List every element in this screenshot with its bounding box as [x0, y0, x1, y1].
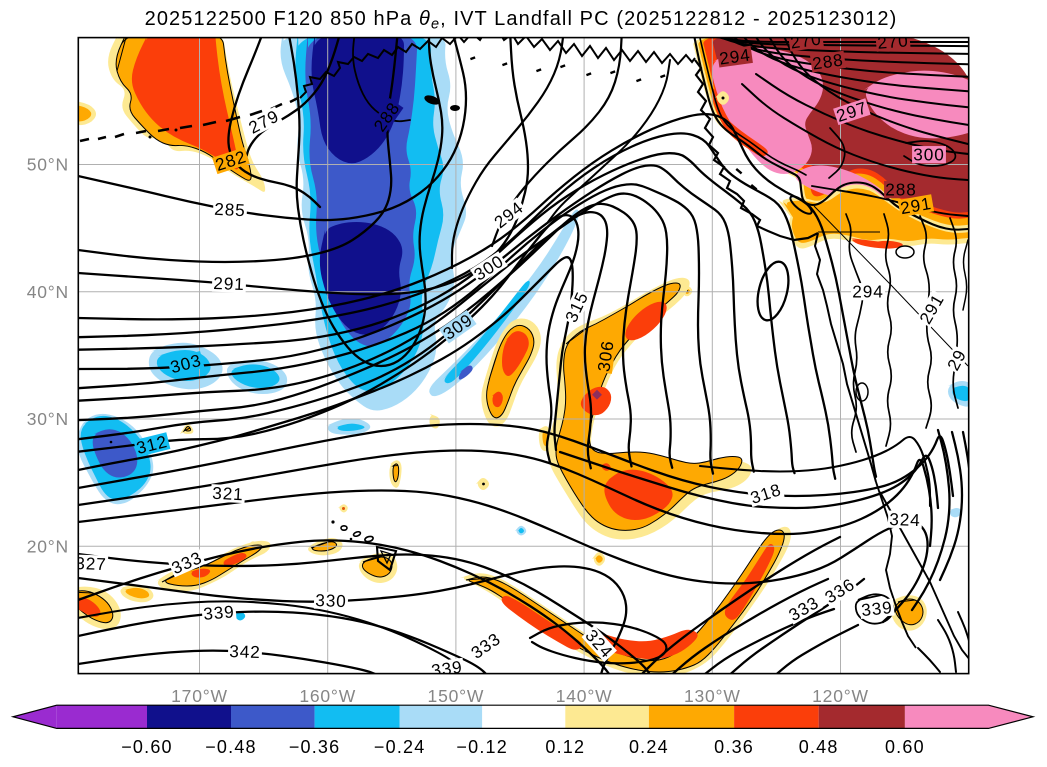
svg-text:0.60: 0.60: [885, 737, 925, 757]
svg-text:339: 339: [202, 601, 235, 624]
svg-text:285: 285: [214, 199, 246, 221]
svg-text:270: 270: [876, 30, 909, 53]
svg-text:339: 339: [860, 597, 893, 620]
svg-text:−0.36: −0.36: [289, 737, 341, 757]
svg-text:−0.48: −0.48: [205, 737, 257, 757]
svg-text:294: 294: [852, 282, 883, 302]
svg-text:30°N: 30°N: [27, 409, 69, 429]
svg-text:170°W: 170°W: [171, 686, 228, 706]
svg-text:0.24: 0.24: [629, 737, 669, 757]
svg-text:−0.24: −0.24: [374, 737, 426, 757]
svg-text:120°W: 120°W: [812, 686, 869, 706]
svg-text:324: 324: [889, 509, 921, 530]
svg-text:140°W: 140°W: [556, 686, 613, 706]
svg-text:150°W: 150°W: [428, 686, 485, 706]
svg-text:−0.60: −0.60: [121, 737, 173, 757]
svg-text:330: 330: [315, 590, 347, 611]
svg-text:321: 321: [212, 483, 244, 505]
svg-text:270: 270: [789, 28, 823, 52]
svg-text:160°W: 160°W: [299, 686, 356, 706]
svg-text:2025122500 F120 850 hPa θe, IV: 2025122500 F120 850 hPa θe, IVT Landfall…: [145, 8, 898, 33]
svg-text:50°N: 50°N: [27, 155, 69, 175]
svg-text:20°N: 20°N: [27, 536, 69, 556]
svg-text:339: 339: [430, 656, 464, 680]
svg-text:130°W: 130°W: [684, 686, 741, 706]
svg-text:306: 306: [593, 339, 617, 373]
svg-text:342: 342: [229, 641, 261, 662]
svg-text:291: 291: [213, 273, 245, 294]
svg-text:300: 300: [913, 145, 944, 165]
svg-text:40°N: 40°N: [27, 282, 69, 302]
svg-text:294: 294: [718, 44, 752, 68]
svg-text:288: 288: [811, 49, 845, 73]
svg-text:0.12: 0.12: [545, 737, 585, 757]
svg-text:327: 327: [75, 553, 107, 574]
svg-text:0.36: 0.36: [714, 737, 754, 757]
svg-text:288: 288: [885, 180, 916, 200]
svg-text:−0.12: −0.12: [456, 737, 508, 757]
svg-text:0.48: 0.48: [799, 737, 839, 757]
